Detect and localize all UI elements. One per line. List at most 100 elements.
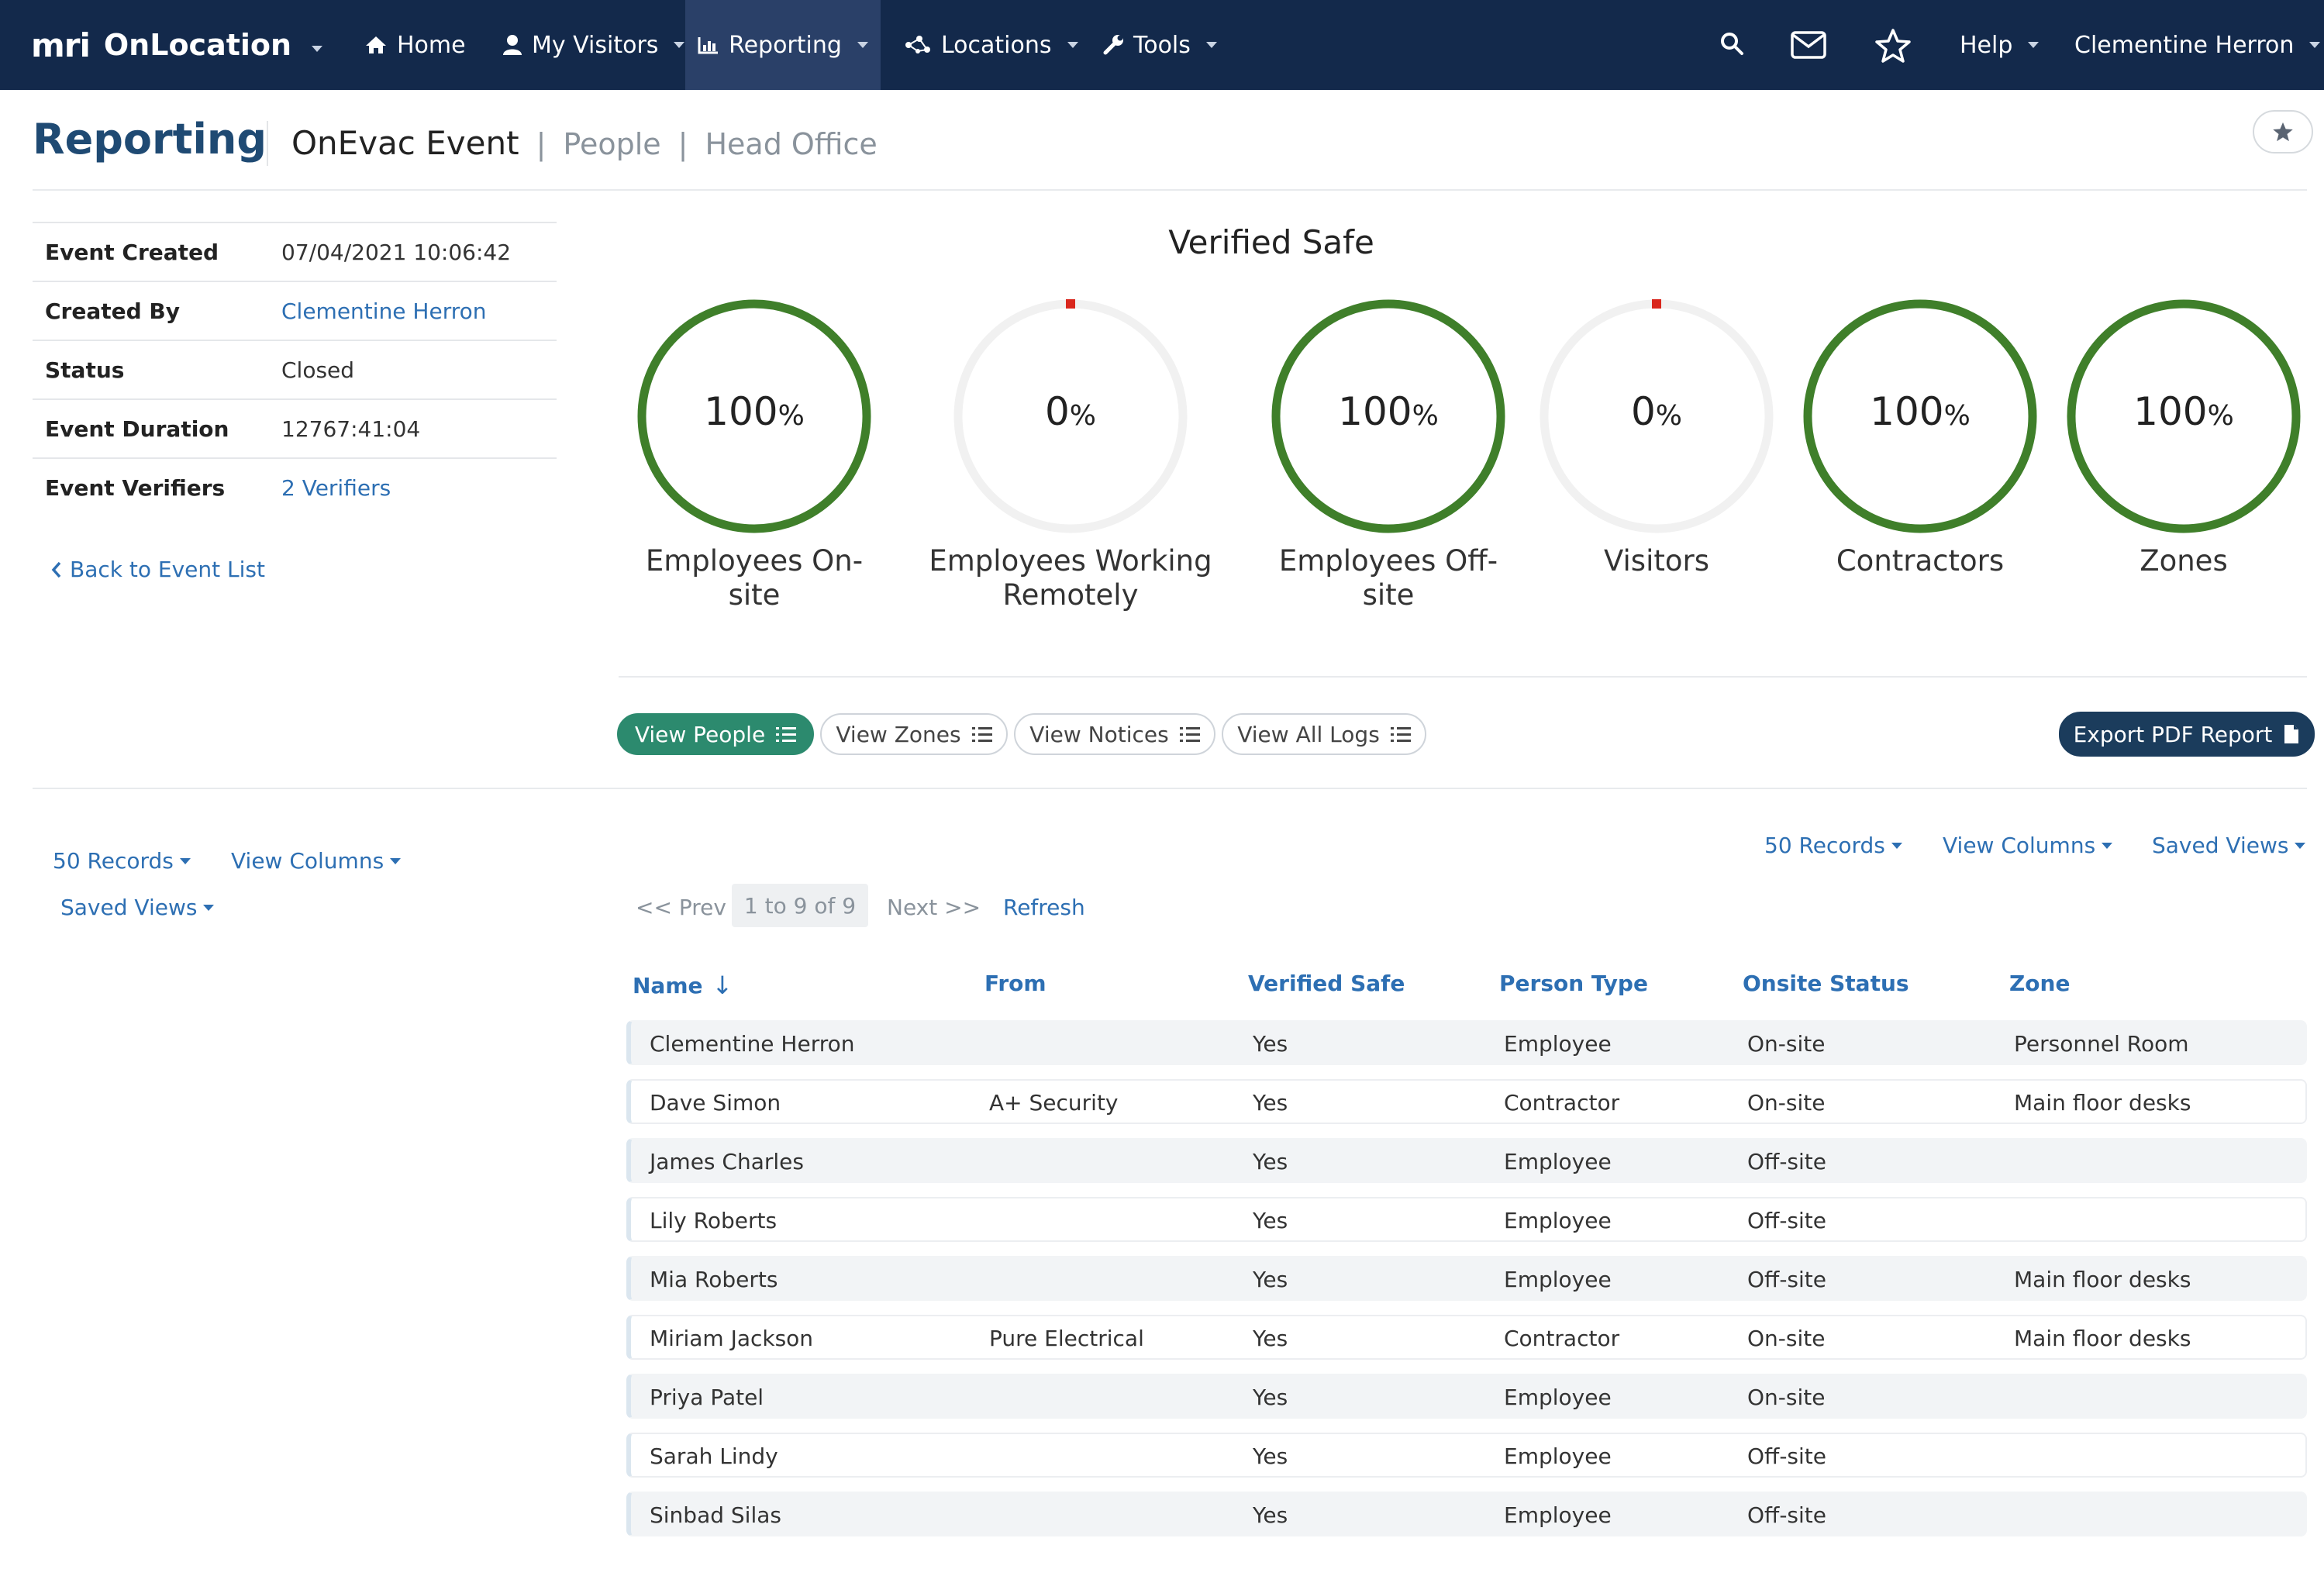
messages-button[interactable] xyxy=(1791,31,1826,62)
table-row[interactable]: Lily Roberts Yes Employee Off-site xyxy=(626,1197,2307,1242)
prev-page-button[interactable]: << Prev xyxy=(636,895,726,920)
cell-verified-safe: Yes xyxy=(1253,1326,1288,1351)
gauge-label-line-1: Zones xyxy=(2140,544,2228,578)
table-row[interactable]: Dave Simon A+ Security Yes Contractor On… xyxy=(626,1079,2307,1124)
info-label: Status xyxy=(45,357,125,383)
breadcrumb-head-office[interactable]: Head Office xyxy=(705,127,878,161)
gauge-unit: % xyxy=(2207,400,2234,432)
gauge-label-line-2: site xyxy=(1362,578,1415,612)
table-row[interactable]: James Charles Yes Employee Off-site xyxy=(626,1138,2307,1183)
event-name: OnEvac Event xyxy=(291,124,519,162)
sort-descending-icon: ↓ xyxy=(712,971,733,1000)
app-name: OnLocation xyxy=(103,28,292,62)
gauge-ring xyxy=(1271,299,1505,533)
table-row[interactable]: Sarah Lindy Yes Employee Off-site xyxy=(626,1433,2307,1478)
view-columns-dropdown[interactable]: View Columns xyxy=(1943,833,2113,858)
cell-from: Pure Electrical xyxy=(989,1326,1144,1351)
gauge-label-line-1: Visitors xyxy=(1604,544,1709,578)
favorites-button[interactable] xyxy=(1874,28,1912,67)
breadcrumb: OnEvac Event | People | Head Office xyxy=(291,124,878,162)
cell-name: Dave Simon xyxy=(650,1090,781,1116)
cell-person-type: Employee xyxy=(1504,1502,1612,1528)
gauge-ring xyxy=(1540,299,1774,533)
nav-help[interactable]: Help xyxy=(1960,0,2040,90)
nav-reporting[interactable]: Reporting xyxy=(685,0,881,90)
refresh-link[interactable]: Refresh xyxy=(1003,895,1085,920)
created-by-link[interactable]: Clementine Herron xyxy=(281,298,487,324)
column-header-zone[interactable]: Zone xyxy=(2009,971,2071,996)
cell-verified-safe: Yes xyxy=(1253,1090,1288,1116)
chevron-left-icon xyxy=(51,561,61,578)
nav-my-visitors[interactable]: My Visitors xyxy=(502,0,685,90)
records-dropdown[interactable]: 50 Records xyxy=(1764,833,1902,858)
cell-verified-safe: Yes xyxy=(1253,1502,1288,1528)
view-all-logs-button[interactable]: View All Logs xyxy=(1222,713,1426,755)
section-divider xyxy=(33,788,2307,789)
info-row-event-verifiers: Event Verifiers 2 Verifiers xyxy=(33,457,557,516)
search-button[interactable] xyxy=(1719,31,1744,59)
column-header-onsite-status[interactable]: Onsite Status xyxy=(1743,971,1909,996)
cell-name: Mia Roberts xyxy=(650,1267,778,1292)
cell-onsite-status: On-site xyxy=(1747,1090,1826,1116)
gauge-label-line-1: Employees On- xyxy=(645,544,864,578)
gauge-zero-marker xyxy=(1066,299,1075,309)
nav-home[interactable]: Home xyxy=(364,0,466,90)
chevron-down-icon xyxy=(179,857,191,864)
list-icon xyxy=(971,726,992,742)
export-pdf-report-button[interactable]: Export PDF Report xyxy=(2059,712,2315,757)
column-header-name[interactable]: Name ↓ xyxy=(633,971,733,1000)
cell-person-type: Contractor xyxy=(1504,1090,1620,1116)
records-label: 50 Records xyxy=(1764,833,1885,858)
breadcrumb-people[interactable]: People xyxy=(563,127,661,161)
app-menu-caret[interactable] xyxy=(305,40,322,55)
view-notices-button[interactable]: View Notices xyxy=(1014,713,1215,755)
column-header-verified-safe[interactable]: Verified Safe xyxy=(1248,971,1405,996)
table-row[interactable]: Miriam Jackson Pure Electrical Yes Contr… xyxy=(626,1315,2307,1360)
gauge-label: Contractors xyxy=(1771,544,2070,578)
info-label: Event Duration xyxy=(45,416,229,442)
gauge-unit: % xyxy=(778,400,805,432)
search-icon xyxy=(1721,33,1743,55)
table-row[interactable]: Priya Patel Yes Employee On-site xyxy=(626,1374,2307,1419)
table-row[interactable]: Mia Roberts Yes Employee Off-site Main f… xyxy=(626,1256,2307,1301)
info-value: 12767:41:04 xyxy=(281,416,421,442)
gauge-readout: 100% xyxy=(2065,389,2302,434)
table-row[interactable]: Sinbad Silas Yes Employee Off-site xyxy=(626,1492,2307,1536)
wrench-icon xyxy=(1103,35,1123,55)
cell-verified-safe: Yes xyxy=(1253,1031,1288,1057)
gauge-value: 0 xyxy=(1630,389,1656,434)
left-saved-views-dropdown[interactable]: Saved Views xyxy=(60,895,215,920)
column-header-from[interactable]: From xyxy=(984,971,1046,996)
saved-views-dropdown[interactable]: Saved Views xyxy=(2152,833,2306,858)
view-people-label: View People xyxy=(634,721,766,747)
nav-tools[interactable]: Tools xyxy=(1102,0,1217,90)
column-header-person-type[interactable]: Person Type xyxy=(1499,971,1648,996)
next-page-button[interactable]: Next >> xyxy=(887,895,981,920)
gauge-readout: 100% xyxy=(636,389,873,434)
user-menu[interactable]: Clementine Herron xyxy=(2074,0,2321,90)
cell-zone: Main floor desks xyxy=(2014,1326,2191,1351)
info-value: 07/04/2021 10:06:42 xyxy=(281,239,512,265)
verifiers-link[interactable]: 2 Verifiers xyxy=(281,474,391,501)
info-row-event-duration: Event Duration 12767:41:04 xyxy=(33,398,557,457)
cell-name: Sarah Lindy xyxy=(650,1443,778,1469)
gauge-label: Zones xyxy=(2034,544,2324,578)
view-zones-button[interactable]: View Zones xyxy=(820,713,1008,755)
table-row[interactable]: Clementine Herron Yes Employee On-site P… xyxy=(626,1020,2307,1065)
view-people-button[interactable]: View People xyxy=(617,713,814,755)
cell-onsite-status: Off-site xyxy=(1747,1267,1827,1292)
user-icon xyxy=(503,35,522,55)
top-navigation-bar: mri OnLocation Home My Visitors Reportin… xyxy=(0,0,2324,90)
gauge-zones: 100% Zones xyxy=(2065,298,2302,578)
cell-verified-safe: Yes xyxy=(1253,1149,1288,1174)
left-view-columns-dropdown[interactable]: View Columns xyxy=(231,848,402,874)
back-to-event-list-link[interactable]: Back to Event List xyxy=(51,557,265,582)
bar-chart-icon xyxy=(698,37,719,54)
gauge-zero-marker xyxy=(1652,299,1661,309)
left-records-dropdown[interactable]: 50 Records xyxy=(53,848,191,874)
app-logo[interactable]: mri OnLocation xyxy=(31,0,291,90)
cell-name: Clementine Herron xyxy=(650,1031,855,1057)
gauge-progress-arc xyxy=(1803,299,2037,533)
favorite-page-button[interactable] xyxy=(2253,110,2313,153)
nav-locations[interactable]: Locations xyxy=(904,0,1078,90)
